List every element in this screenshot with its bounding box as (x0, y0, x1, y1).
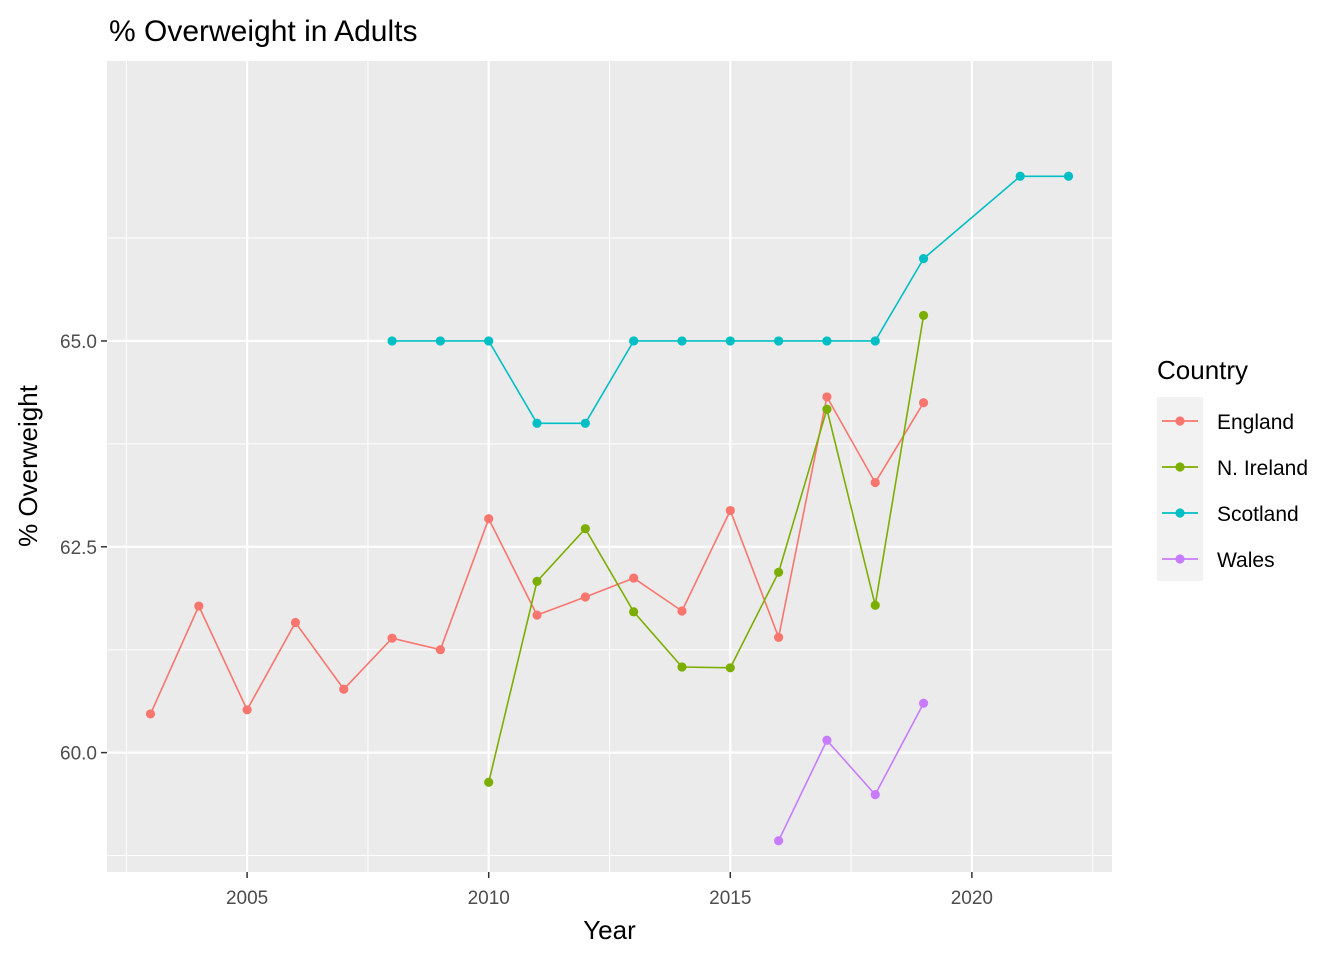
legend-key-background (1157, 397, 1203, 581)
data-point-england (242, 705, 252, 715)
data-point-england (918, 398, 929, 408)
legend-label-scotland: Scotland (1217, 503, 1299, 526)
data-point-scotland (532, 418, 542, 428)
legend-key-point (1175, 416, 1185, 426)
data-point-scotland (1063, 171, 1074, 181)
series-line-wales (777, 702, 925, 842)
data-point-wales (918, 698, 929, 708)
data-point-england (870, 477, 880, 488)
data-point-england (532, 610, 542, 620)
chart-title: % Overweight in Adults (109, 15, 417, 48)
legend-label-n-ireland: N. Ireland (1217, 457, 1308, 480)
x-tick-label: 2010 (468, 888, 510, 909)
data-point-scotland (1015, 171, 1025, 181)
x-axis: 2005 2010 2015 2020 (226, 872, 993, 909)
data-point-scotland (387, 336, 397, 346)
data-point-england (629, 573, 639, 583)
data-point-scotland (822, 336, 832, 346)
x-tick-label: 2005 (226, 888, 268, 909)
data-point-wales (774, 836, 784, 846)
series-layer (145, 171, 1074, 846)
data-point-scotland (629, 336, 639, 346)
grid-lines (107, 61, 1112, 872)
x-tick-label: 2020 (951, 888, 993, 909)
data-point-scotland (435, 336, 445, 346)
data-point-england (677, 606, 687, 616)
data-point-england (435, 645, 445, 655)
data-point-england (484, 514, 494, 524)
data-point-n-ireland (677, 662, 687, 672)
data-point-wales (822, 735, 832, 745)
legend-title: Country (1157, 355, 1248, 385)
series-line-n-ireland (487, 315, 925, 783)
data-point-scotland (918, 254, 929, 264)
data-point-scotland (484, 336, 494, 346)
data-point-england (194, 601, 204, 611)
data-point-n-ireland (822, 404, 832, 414)
data-point-n-ireland (918, 310, 929, 321)
data-point-n-ireland (580, 524, 590, 534)
data-point-england (339, 684, 349, 694)
data-point-n-ireland (774, 567, 784, 577)
legend: Country England N. Ireland Scotland Wales (1157, 355, 1308, 581)
legend-label-england: England (1217, 411, 1294, 434)
series-line-scotland (392, 175, 1069, 425)
data-point-scotland (677, 336, 687, 346)
data-point-england (290, 617, 301, 628)
data-point-n-ireland (629, 607, 639, 617)
legend-key-point (1175, 554, 1185, 564)
data-point-england (774, 632, 784, 642)
legend-label-wales: Wales (1217, 549, 1275, 572)
data-point-wales (870, 790, 880, 800)
data-point-england (725, 505, 735, 516)
data-point-scotland (580, 418, 590, 428)
data-point-scotland (774, 336, 784, 346)
y-axis-title: % Overweight (13, 384, 43, 547)
data-point-n-ireland (870, 600, 880, 610)
data-point-n-ireland (484, 777, 494, 787)
y-tick-label: 60.0 (60, 744, 97, 765)
legend-key-point (1175, 508, 1185, 518)
data-point-england (145, 709, 156, 719)
y-tick-label: 65.0 (60, 332, 97, 353)
data-point-england (580, 592, 590, 602)
x-tick-label: 2015 (709, 888, 751, 909)
legend-key-point (1175, 462, 1185, 472)
data-point-england (387, 633, 397, 643)
y-axis: 60.0 62.5 65.0 (60, 332, 107, 765)
x-axis-title: Year (583, 915, 636, 945)
data-point-scotland (870, 336, 880, 346)
data-point-england (822, 392, 832, 402)
y-tick-label: 62.5 (60, 538, 97, 559)
data-point-n-ireland (725, 663, 735, 673)
data-point-scotland (725, 336, 735, 346)
data-point-n-ireland (532, 576, 542, 586)
